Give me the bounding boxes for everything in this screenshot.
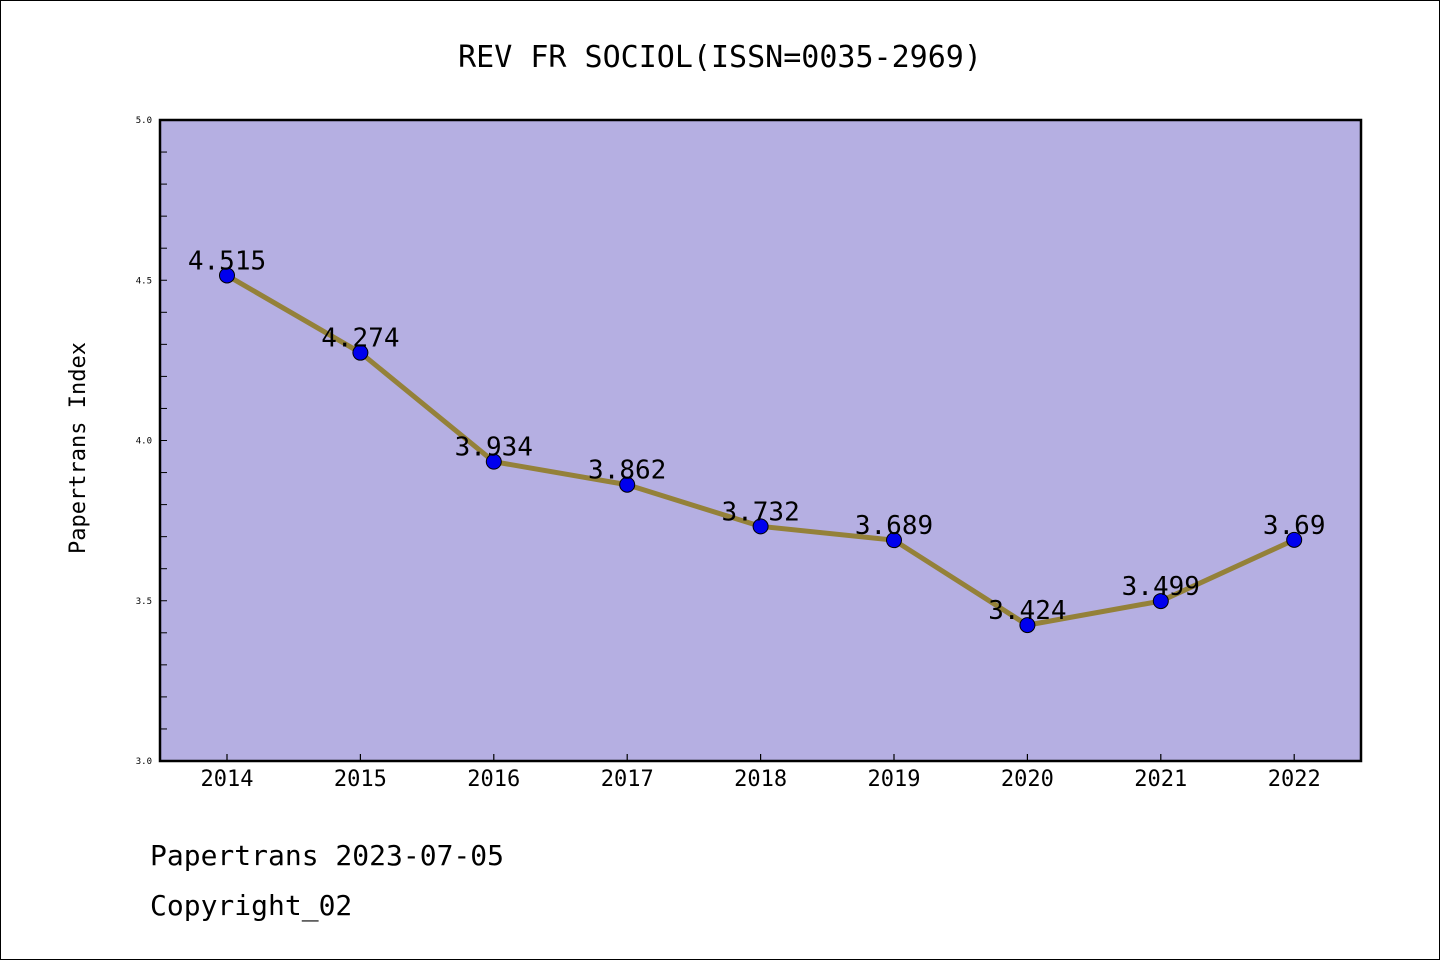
x-tick-label: 2022: [1268, 767, 1321, 792]
data-label: 3.689: [855, 511, 933, 541]
footer-date: Papertrans 2023-07-05: [150, 839, 504, 872]
data-point: [1019, 617, 1036, 634]
x-tick-label: 2015: [334, 767, 387, 792]
data-label: 3.732: [721, 497, 799, 527]
data-series: 4.515 4.274 3.934 3.862 3.732 3.689 3.424 3.499…: [188, 246, 1326, 634]
data-label: 3.499: [1122, 572, 1200, 602]
axis-ticks: 3.0 3.5 4.0 4.5 5.0 2014 2015 2016 2017 2018 2019 2…: [136, 116, 1321, 792]
y-axis-label: Papertrans Index: [66, 342, 91, 554]
data-label: 3.424: [988, 596, 1066, 626]
data-label: 3.934: [455, 433, 533, 463]
data-point: [485, 453, 502, 470]
y-tick-label: 4.5: [136, 276, 152, 286]
y-tick-label: 3.5: [136, 597, 152, 607]
x-tick-label: 2019: [868, 767, 921, 792]
data-point: [619, 476, 636, 493]
data-point: [1152, 593, 1169, 610]
data-point: [219, 267, 235, 284]
chart-title: REV FR SOCIOL(ISSN=0035-2969): [458, 40, 982, 75]
data-point: [752, 518, 769, 535]
x-tick-label: 2020: [1001, 767, 1054, 792]
data-point: [352, 344, 369, 361]
data-label: 3.69: [1263, 511, 1326, 541]
footer-copyright: Copyright_02: [150, 889, 352, 923]
x-tick-label: 2016: [467, 767, 520, 792]
x-tick-label: 2014: [201, 767, 254, 792]
x-tick-label: 2018: [734, 767, 787, 792]
data-point: [1286, 531, 1303, 548]
data-point: [886, 532, 902, 549]
data-label: 4.274: [321, 324, 399, 354]
y-tick-label: 5.0: [136, 116, 152, 126]
plot-area: [158, 118, 1363, 763]
x-tick-label: 2017: [601, 767, 654, 792]
y-tick-label: 3.0: [136, 757, 152, 767]
y-tick-label: 4.0: [136, 437, 152, 447]
data-label: 4.515: [188, 246, 266, 276]
data-label: 3.862: [588, 456, 666, 486]
x-tick-label: 2021: [1134, 767, 1187, 792]
